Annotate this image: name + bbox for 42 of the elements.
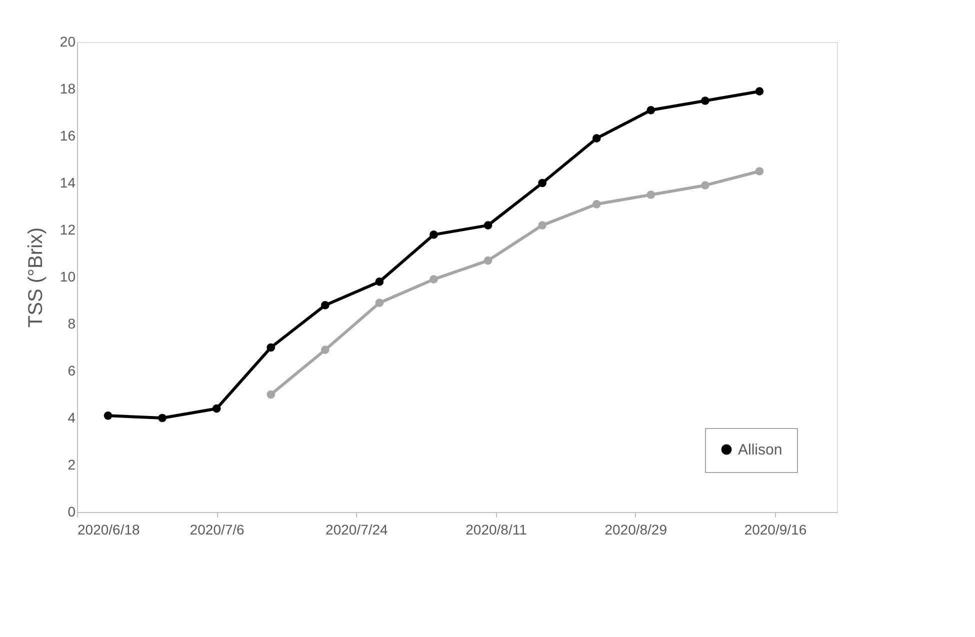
y-tick-label: 16 — [60, 128, 76, 144]
x-tick-label: 2020/8/11 — [466, 522, 528, 538]
y-tick-label: 20 — [60, 34, 76, 50]
y-axis-title: TSS (°Brix) — [24, 227, 47, 328]
x-tick-label: 2020/9/16 — [744, 522, 807, 538]
point — [592, 134, 601, 143]
legend-label: Allison — [738, 442, 782, 458]
point — [430, 230, 438, 239]
point — [212, 404, 221, 413]
point — [484, 221, 492, 230]
y-tick-label: 18 — [60, 80, 76, 96]
y-tick-label: 0 — [68, 504, 76, 520]
y-tick-label: 8 — [68, 316, 76, 332]
point — [266, 343, 276, 352]
x-tick-label: 2020/7/6 — [190, 522, 245, 538]
point — [320, 301, 330, 310]
point — [104, 411, 112, 420]
point — [158, 414, 166, 422]
point — [700, 181, 710, 190]
point — [646, 190, 656, 199]
y-tick-label: 6 — [68, 362, 76, 378]
point — [484, 256, 492, 265]
y-tick-label: 10 — [60, 268, 76, 284]
point — [320, 346, 330, 354]
point — [592, 200, 601, 208]
x-tick-label: 2020/6/18 — [78, 522, 140, 538]
point — [755, 167, 764, 176]
x-tick-label: 2020/7/24 — [326, 522, 388, 538]
y-tick-label: 2 — [68, 456, 76, 472]
y-tick-label: 14 — [60, 174, 76, 190]
point — [430, 275, 438, 284]
point — [266, 390, 276, 399]
x-tick-label: 2020/8/29 — [604, 522, 668, 538]
point — [538, 221, 546, 230]
point — [755, 87, 764, 96]
point — [700, 96, 710, 105]
y-tick-label: 12 — [60, 222, 76, 238]
point — [646, 106, 656, 114]
y-tick-label: 4 — [68, 410, 76, 426]
point — [375, 298, 384, 308]
point — [538, 178, 546, 188]
point — [375, 278, 384, 286]
